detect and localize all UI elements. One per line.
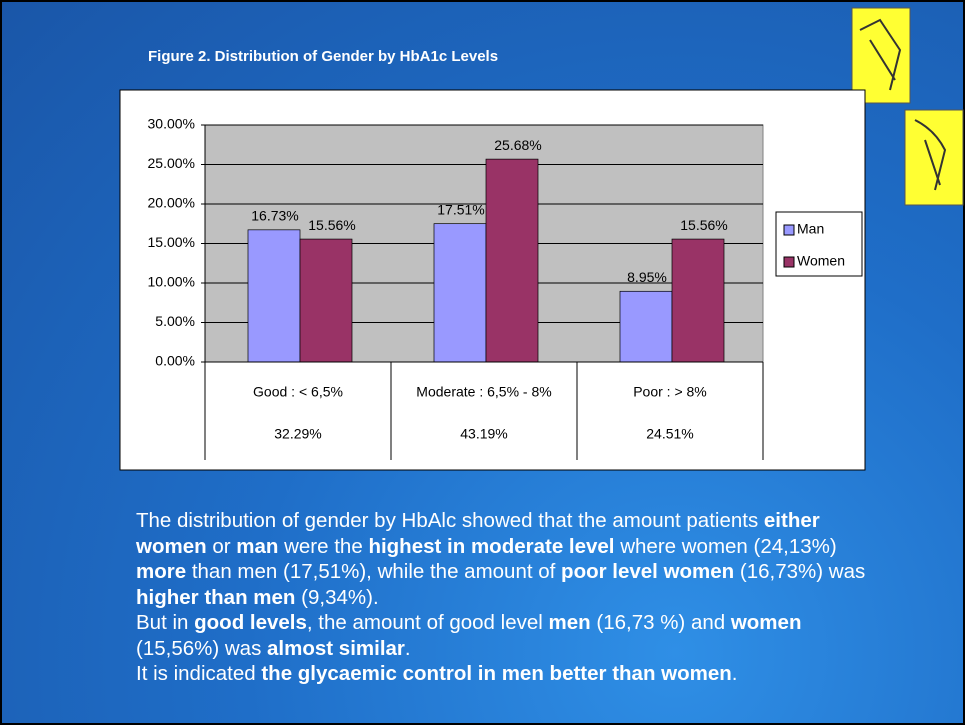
text-run: It is indicated	[136, 662, 261, 685]
y-tick-label: 5.00%	[155, 313, 195, 329]
text-run: more	[136, 560, 186, 583]
total-label: 43.19%	[460, 426, 507, 442]
bar	[486, 159, 538, 362]
bar	[620, 291, 672, 362]
paragraph: But in good levels, the amount of good l…	[136, 610, 876, 661]
bar	[248, 230, 300, 362]
x-tick-label: Good : < 6,5%	[253, 384, 343, 400]
text-run: The distribution of gender by HbAlc show…	[136, 509, 764, 532]
body-text: The distribution of gender by HbAlc show…	[136, 508, 876, 687]
bar	[300, 239, 352, 362]
paragraph: It is indicated the glycaemic control in…	[136, 661, 876, 687]
value-label: 17.51%	[437, 201, 484, 217]
text-run: the glycaemic control in men better than…	[261, 662, 731, 685]
y-tick-label: 10.00%	[148, 274, 195, 290]
bar	[434, 224, 486, 362]
text-run: (15,56%) was	[136, 637, 267, 660]
text-run: (16,73 %) and	[591, 611, 731, 634]
total-label: 24.51%	[646, 426, 693, 442]
y-tick-label: 30.00%	[148, 116, 195, 132]
value-label: 8.95%	[627, 269, 667, 285]
legend-swatch	[784, 225, 794, 235]
value-label: 25.68%	[494, 137, 541, 153]
value-label: 16.73%	[251, 208, 298, 224]
text-run: man	[236, 535, 278, 558]
text-run: or	[207, 535, 237, 558]
text-run: than men (17,51%), while the amount of	[186, 560, 561, 583]
icon-frame	[905, 110, 963, 205]
chart-title: Figure 2. Distribution of Gender by HbA1…	[148, 48, 498, 65]
y-tick-label: 25.00%	[148, 155, 195, 171]
text-run: women	[731, 611, 802, 634]
text-run: higher than men	[136, 586, 295, 609]
y-tick-label: 20.00%	[148, 195, 195, 211]
text-run: (9,34%).	[295, 586, 378, 609]
text-run: almost similar	[267, 637, 405, 660]
text-run: were the	[278, 535, 368, 558]
value-label: 15.56%	[308, 217, 355, 233]
text-run: .	[405, 637, 411, 660]
text-run: But in	[136, 611, 194, 634]
slide: Figure 2. Distribution of Gender by HbA1…	[0, 0, 965, 725]
paragraph: The distribution of gender by HbAlc show…	[136, 508, 876, 610]
text-run: where women (24,13%)	[615, 535, 837, 558]
text-run: men	[549, 611, 591, 634]
legend-swatch	[784, 257, 794, 267]
total-label: 32.29%	[274, 426, 321, 442]
legend-label: Man	[797, 221, 824, 237]
text-run: (16,73%) was	[734, 560, 865, 583]
y-tick-label: 0.00%	[155, 353, 195, 369]
text-run: .	[732, 662, 738, 685]
x-tick-label: Moderate : 6,5% - 8%	[416, 384, 551, 400]
text-run: good levels	[194, 611, 307, 634]
text-run: , the amount of good level	[307, 611, 549, 634]
text-run: poor level women	[561, 560, 734, 583]
y-tick-label: 15.00%	[148, 234, 195, 250]
bar	[672, 239, 724, 362]
value-label: 15.56%	[680, 217, 727, 233]
legend-label: Women	[797, 253, 845, 269]
x-tick-label: Poor : > 8%	[633, 384, 707, 400]
text-run: highest in moderate level	[368, 535, 614, 558]
